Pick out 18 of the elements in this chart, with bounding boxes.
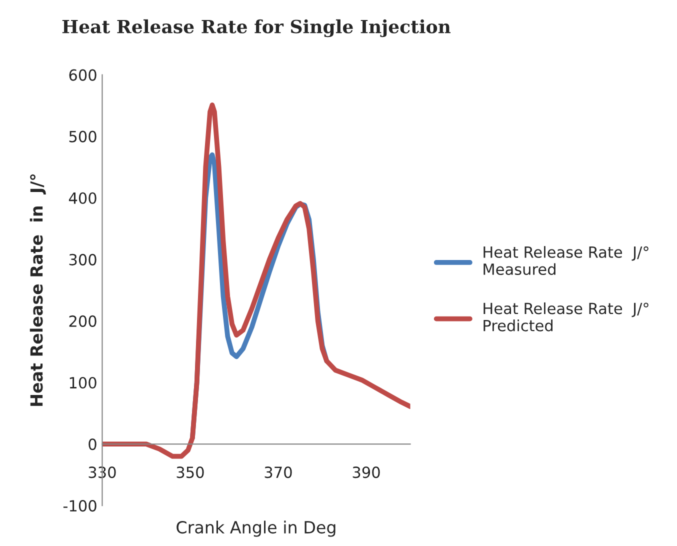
x-tick-label: 350 bbox=[176, 466, 204, 478]
x-tick-label: 370 bbox=[264, 466, 292, 478]
y-tick-label: 500 bbox=[69, 130, 96, 142]
y-tick-label: -100 bbox=[63, 500, 96, 512]
legend-label: Heat Release Rate J/° Predicted bbox=[484, 302, 648, 332]
x-axis-title: Crank Angle in Deg bbox=[176, 520, 336, 537]
y-tick-label: 400 bbox=[68, 192, 96, 204]
y-tick-label: 200 bbox=[69, 315, 96, 327]
y-tick-label: 600 bbox=[69, 69, 96, 81]
line-series bbox=[102, 102, 410, 459]
y-tick-label: 0 bbox=[88, 438, 96, 450]
x-tick-label: 390 bbox=[352, 466, 380, 478]
y-axis-title: Heat Release Rate in J/° bbox=[30, 174, 46, 406]
legend-label: Heat Release Rate J/° Measured bbox=[484, 246, 648, 276]
chart-title: Heat Release Rate for Single Injection bbox=[62, 19, 451, 38]
x-tick-label: 330 bbox=[88, 466, 116, 478]
y-tick-label: 300 bbox=[69, 254, 96, 266]
y-tick-label: 100 bbox=[70, 376, 96, 389]
